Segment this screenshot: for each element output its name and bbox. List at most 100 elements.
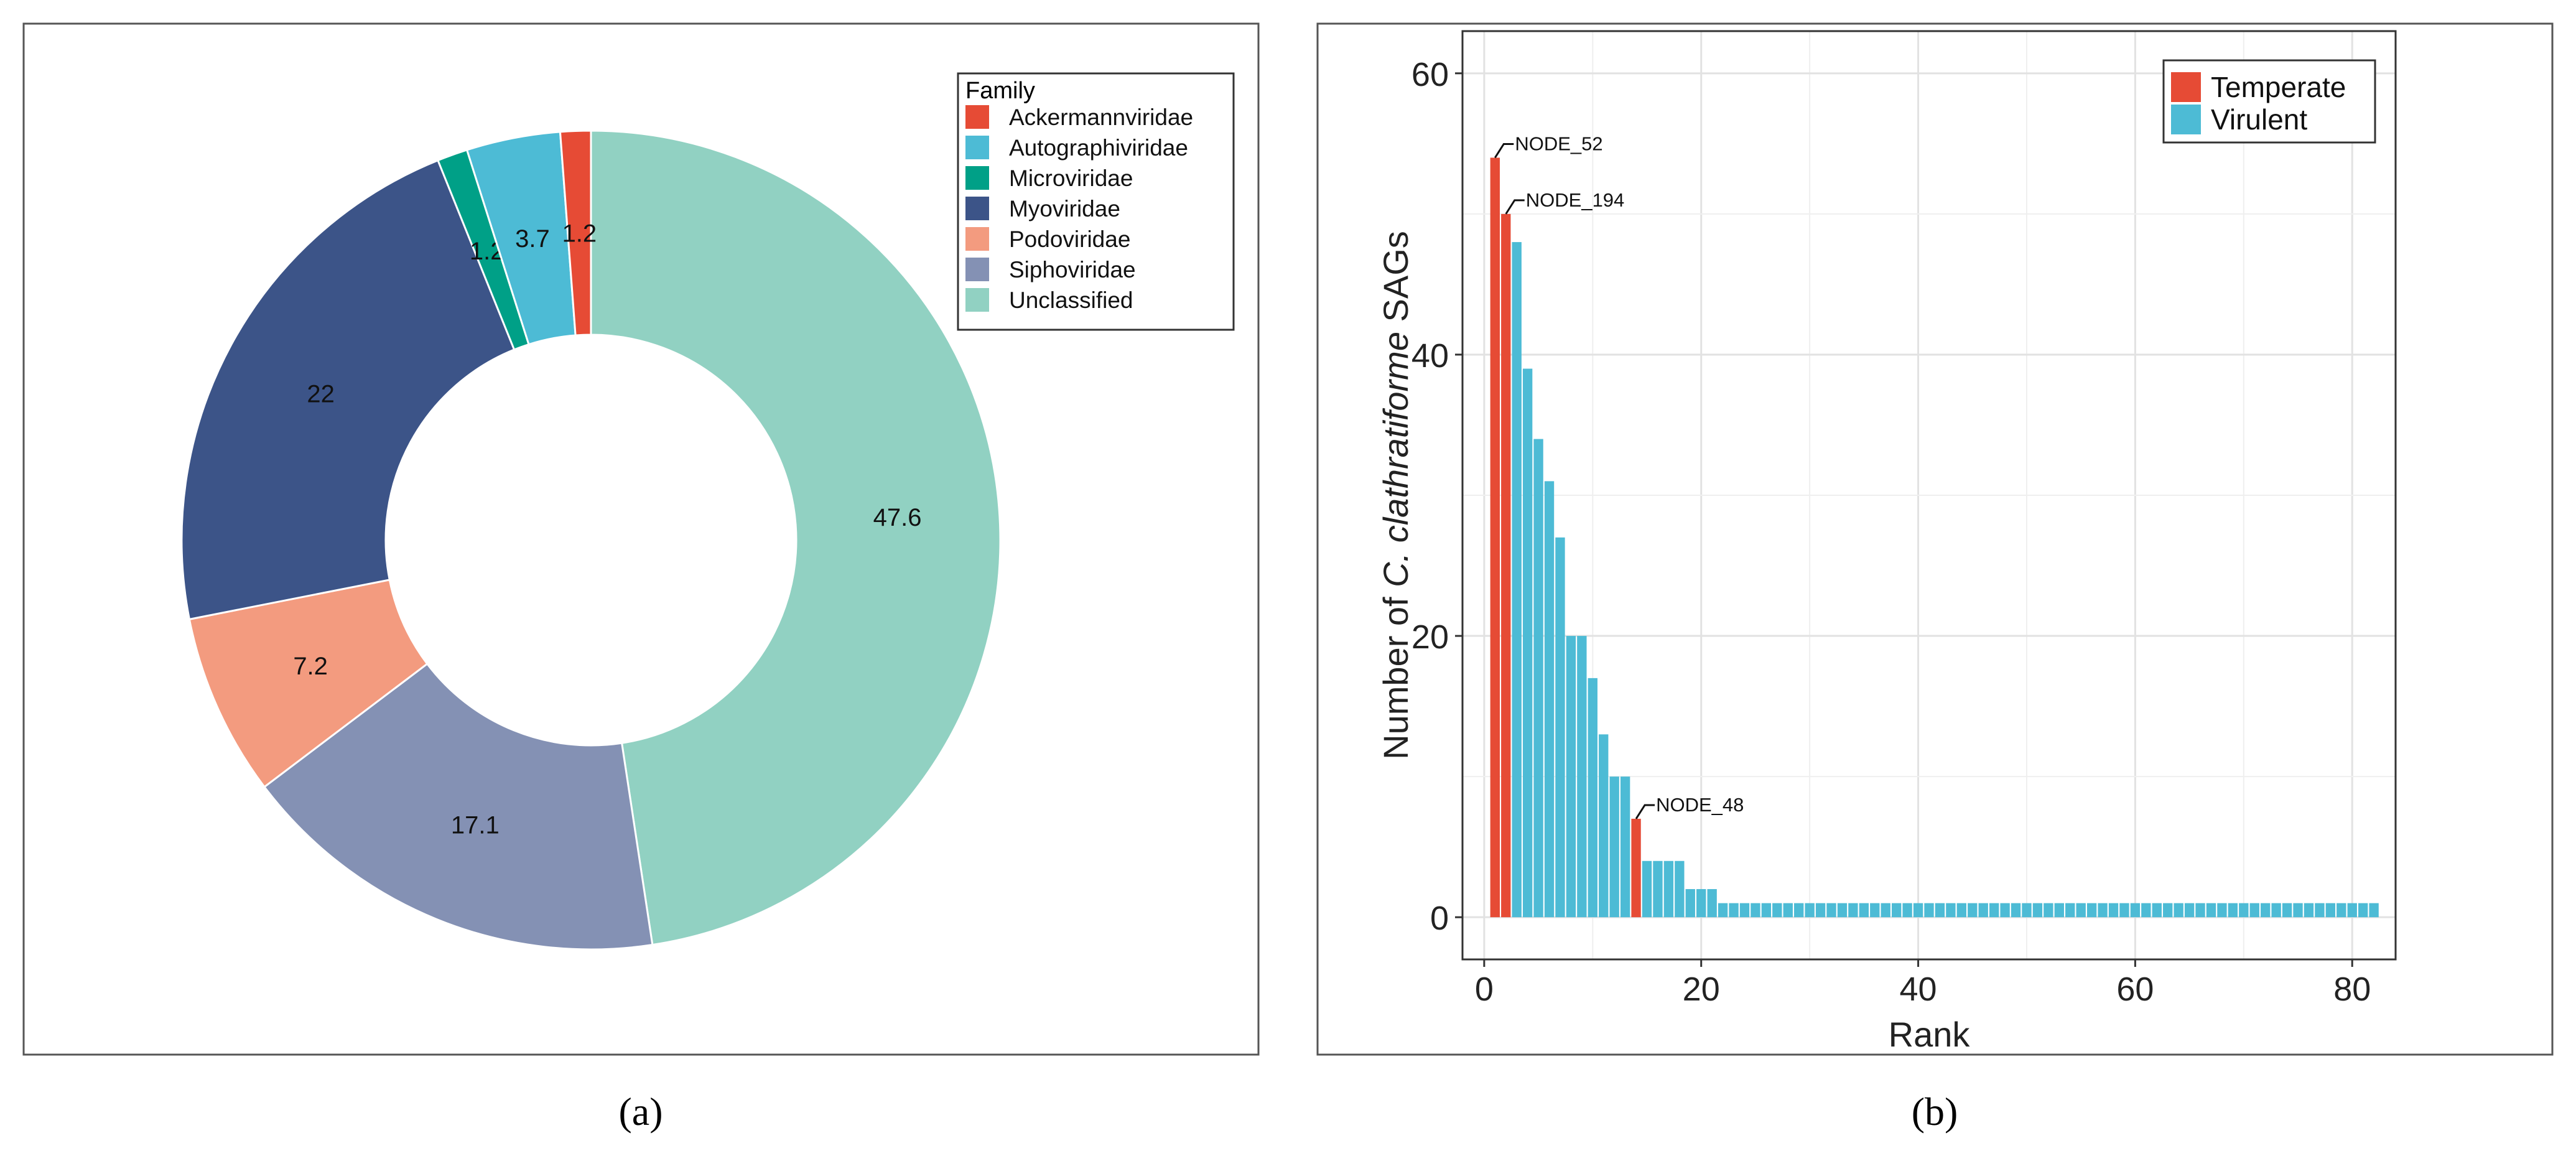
virulent-bar bbox=[1783, 903, 1793, 918]
panel-a-caption: (a) bbox=[618, 1089, 663, 1134]
x-axis-title: Rank bbox=[1889, 1015, 1971, 1054]
legend-label-podoviridae: Podoviridae bbox=[1009, 226, 1130, 252]
legend-swatch-virulent bbox=[2171, 105, 2201, 134]
virulent-bar bbox=[2325, 903, 2336, 918]
legend-label-myoviridae: Myoviridae bbox=[1009, 196, 1120, 221]
y-tick-label: 20 bbox=[1411, 618, 1449, 656]
virulent-bar bbox=[2304, 903, 2314, 918]
virulent-bar bbox=[2217, 903, 2227, 918]
virulent-bar bbox=[2000, 903, 2010, 918]
virulent-bar bbox=[1599, 734, 1609, 918]
y-axis-title-species: C. clathratiforme bbox=[1376, 332, 1415, 587]
y-tick-label: 0 bbox=[1430, 900, 1449, 937]
virulent-bar bbox=[1989, 903, 1999, 918]
virulent-bar bbox=[1978, 903, 1988, 918]
virulent-bar bbox=[2022, 903, 2032, 918]
x-tick-label: 40 bbox=[1900, 971, 1937, 1008]
virulent-bar bbox=[1707, 888, 1717, 918]
panel-b-caption: (b) bbox=[1912, 1089, 1958, 1134]
donut-legend-items: Ackermannviridae Autographiviridae Microvi… bbox=[965, 105, 1193, 313]
virulent-bar bbox=[1653, 860, 1663, 918]
virulent-bar bbox=[1566, 636, 1576, 918]
legend-label-microviridae: Microviridae bbox=[1009, 166, 1133, 191]
virulent-bar bbox=[1848, 903, 1858, 918]
temperate-bar bbox=[1490, 157, 1500, 918]
x-tick-label: 20 bbox=[1683, 971, 1720, 1008]
y-axis-title-suffix: SAGs bbox=[1376, 231, 1415, 332]
virulent-bar bbox=[1946, 903, 1956, 918]
virulent-bar bbox=[2282, 903, 2292, 918]
legend-label-ackermannviridae: Ackermannviridae bbox=[1009, 105, 1193, 130]
donut-slice-label: 47.6 bbox=[873, 504, 922, 531]
donut-slice-ackermannviridae bbox=[559, 129, 592, 337]
virulent-bar bbox=[2369, 903, 2379, 918]
virulent-bar bbox=[1794, 903, 1804, 918]
virulent-bar bbox=[2044, 903, 2053, 918]
virulent-bar bbox=[1620, 776, 1630, 918]
virulent-bar bbox=[1609, 776, 1619, 918]
legend-label-unclassified: Unclassified bbox=[1009, 287, 1133, 313]
bar-series bbox=[1490, 157, 2379, 918]
virulent-bar bbox=[2271, 903, 2281, 918]
virulent-bar bbox=[1902, 903, 1912, 918]
annotation-label: NODE_194 bbox=[1526, 189, 1625, 211]
bar-plot-border bbox=[1461, 30, 2397, 961]
annotation-leader bbox=[1494, 142, 1514, 159]
donut-slice-unclassified bbox=[590, 129, 1002, 946]
virulent-bar bbox=[2206, 903, 2216, 918]
donut-slice-siphoviridae bbox=[263, 662, 654, 951]
virulent-bar bbox=[2108, 903, 2119, 918]
virulent-bar bbox=[2141, 903, 2151, 918]
virulent-bar bbox=[1815, 903, 1826, 918]
donut-slice-label: 7.2 bbox=[293, 653, 328, 680]
temperate-bar bbox=[1631, 818, 1641, 918]
virulent-bar bbox=[1663, 860, 1674, 918]
virulent-bar bbox=[2293, 903, 2303, 918]
virulent-bar bbox=[1642, 860, 1652, 918]
virulent-bar bbox=[1696, 888, 1706, 918]
virulent-bar bbox=[1761, 903, 1772, 918]
y-tick-label: 60 bbox=[1411, 56, 1449, 93]
virulent-bar bbox=[1577, 636, 1587, 918]
virulent-bar bbox=[1924, 903, 1934, 918]
donut-legend-frame bbox=[957, 72, 1235, 331]
virulent-bar bbox=[2358, 903, 2368, 918]
bar-annotations: NODE_52 NODE_194 NODE_48 bbox=[1494, 133, 1744, 819]
virulent-bar bbox=[1522, 368, 1533, 918]
virulent-bar bbox=[2261, 903, 2271, 918]
virulent-bar bbox=[1913, 903, 1923, 918]
virulent-bar bbox=[1772, 903, 1782, 918]
virulent-bar bbox=[1675, 860, 1685, 918]
virulent-bar bbox=[2163, 903, 2173, 918]
legend-label-siphoviridae: Siphoviridae bbox=[1009, 257, 1136, 282]
donut-slice-myoviridae bbox=[180, 159, 516, 621]
virulent-bar bbox=[1685, 888, 1695, 918]
virulent-bar bbox=[1881, 903, 1890, 918]
annotation-label: NODE_52 bbox=[1515, 133, 1602, 154]
virulent-bar bbox=[2228, 903, 2238, 918]
bar-grid bbox=[1462, 31, 2396, 959]
legend-label-virulent: Virulent bbox=[2211, 103, 2307, 136]
virulent-bar bbox=[2195, 903, 2205, 918]
virulent-bar bbox=[1956, 903, 1966, 918]
legend-swatch-temperate bbox=[2171, 72, 2201, 102]
annotation-leader bbox=[1505, 199, 1525, 215]
virulent-bar bbox=[2347, 903, 2357, 918]
legend-label-autographiviridae: Autographiviridae bbox=[1009, 135, 1188, 161]
virulent-bar bbox=[1544, 481, 1555, 918]
virulent-bar bbox=[1729, 903, 1739, 918]
annotation-label: NODE_48 bbox=[1656, 794, 1744, 816]
virulent-bar bbox=[2119, 903, 2129, 918]
virulent-bar bbox=[1892, 903, 1902, 918]
virulent-bar bbox=[2076, 903, 2086, 918]
virulent-bar bbox=[2249, 903, 2259, 918]
virulent-bar bbox=[1968, 903, 1978, 918]
virulent-bar bbox=[2315, 903, 2325, 918]
virulent-bar bbox=[2152, 903, 2162, 918]
x-tick-label: 80 bbox=[2333, 971, 2371, 1008]
virulent-bar bbox=[1805, 903, 1815, 918]
donut-legend-title: Family bbox=[965, 78, 1035, 104]
